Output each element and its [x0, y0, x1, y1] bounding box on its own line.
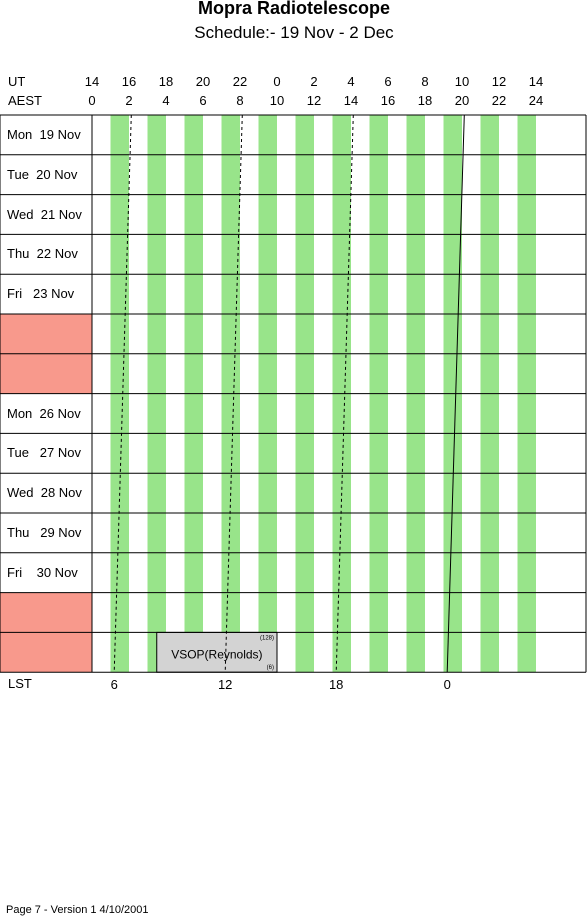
ut-tick-label: 6	[384, 74, 392, 89]
page-footer: Page 7 - Version 1 4/10/2001	[6, 904, 149, 916]
lst-guide-line	[335, 114, 354, 673]
ut-tick-label: 14	[84, 74, 100, 89]
weekend-highlight	[0, 353, 92, 394]
lst-axis-label: LST	[8, 676, 32, 691]
weekend-highlight	[0, 592, 92, 633]
aest-tick-label: 10	[269, 93, 285, 108]
lst-guide-line	[224, 114, 243, 673]
ut-axis-label: UT	[8, 74, 26, 89]
day-label: Wed 28 Nov	[7, 485, 82, 501]
ut-tick-label: 2	[310, 74, 318, 89]
aest-tick-label: 14	[343, 93, 359, 108]
lst-guide-line	[446, 114, 465, 673]
lst-guide-line	[113, 114, 132, 673]
observation-block-label: VSOP(Reynolds)	[171, 647, 262, 661]
ut-tick-label: 22	[232, 74, 248, 89]
aest-tick-label: 18	[417, 93, 433, 108]
day-label: Fri 23 Nov	[7, 286, 75, 302]
day-label: Tue 20 Nov	[7, 166, 78, 182]
ut-tick-label: 10	[454, 74, 470, 89]
ut-tick-label: 20	[195, 74, 211, 89]
aest-tick-label: 12	[306, 93, 322, 108]
aest-tick-label: 22	[491, 93, 507, 108]
aest-axis-label: AEST	[8, 93, 42, 108]
ut-tick-label: 8	[421, 74, 429, 89]
ut-tick-label: 18	[158, 74, 174, 89]
day-label: Thu 22 Nov	[7, 246, 78, 262]
page-title: Mopra Radiotelescope	[197, 0, 391, 18]
aest-tick-label: 20	[454, 93, 470, 108]
day-label: Mon 26 Nov	[7, 405, 81, 421]
lst-tick-label: 18	[328, 677, 344, 692]
aest-tick-label: 24	[528, 93, 544, 108]
ut-tick-label: 0	[273, 74, 281, 89]
day-label: Thu 29 Nov	[7, 525, 82, 540]
aest-tick-label: 2	[125, 93, 133, 108]
day-label: Fri 30 Nov	[7, 564, 78, 580]
aest-tick-label: 8	[236, 93, 244, 108]
observation-block-sub: (6)	[267, 665, 274, 671]
day-label: Mon 19 Nov	[7, 127, 81, 142]
lst-tick-label: 12	[217, 677, 233, 692]
aest-tick-label: 4	[162, 93, 170, 108]
ut-tick-label: 4	[347, 74, 355, 89]
day-label: Tue 27 Nov	[7, 445, 81, 461]
aest-tick-label: 6	[199, 93, 207, 108]
aest-tick-label: 16	[380, 93, 396, 108]
weekend-highlight	[0, 314, 92, 354]
observation-block-id: (128)	[260, 635, 274, 641]
schedule-subtitle: Schedule:- 19 Nov - 2 Dec	[194, 23, 394, 42]
lst-tick-label: 6	[110, 677, 118, 692]
day-label: Wed 21 Nov	[7, 206, 82, 222]
weekend-highlight	[0, 632, 92, 673]
ut-tick-label: 14	[528, 74, 544, 89]
ut-tick-label: 16	[121, 74, 137, 89]
lst-tick-label: 0	[443, 677, 451, 692]
ut-tick-label: 12	[491, 74, 507, 89]
aest-tick-label: 0	[88, 93, 96, 108]
